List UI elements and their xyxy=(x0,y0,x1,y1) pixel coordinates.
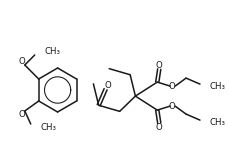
Text: O: O xyxy=(18,110,25,119)
Text: O: O xyxy=(168,102,175,111)
Text: CH₃: CH₃ xyxy=(209,82,225,91)
Text: O: O xyxy=(168,82,175,91)
Text: CH₃: CH₃ xyxy=(209,118,225,127)
Text: O: O xyxy=(18,58,25,66)
Text: O: O xyxy=(104,81,110,90)
Text: O: O xyxy=(155,61,162,70)
Text: O: O xyxy=(155,123,162,132)
Text: CH₃: CH₃ xyxy=(41,123,56,132)
Text: CH₃: CH₃ xyxy=(44,48,60,57)
